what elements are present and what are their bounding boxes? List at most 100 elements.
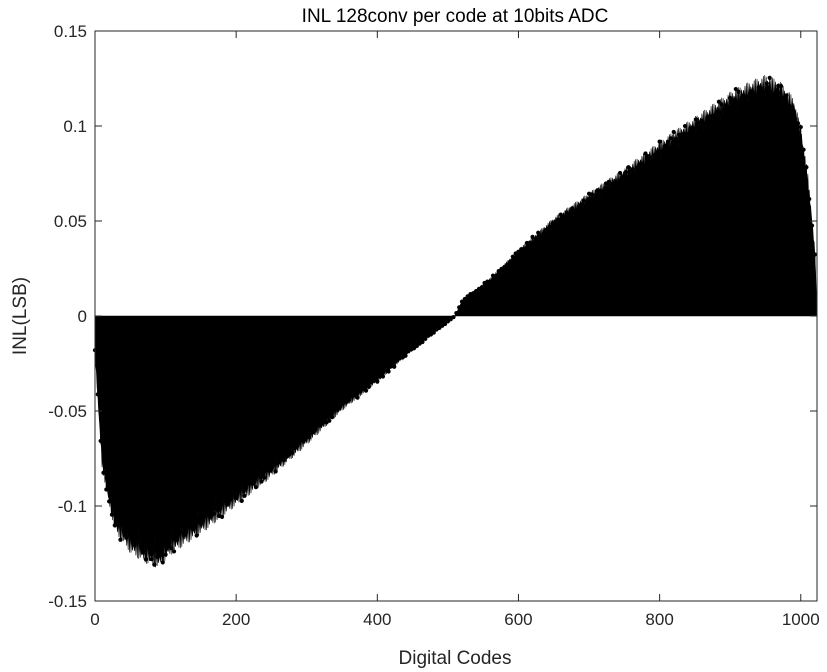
stem-marker	[437, 325, 442, 331]
stem-marker	[592, 198, 597, 203]
stem-marker	[569, 206, 575, 211]
y-tick-label: -0.1	[58, 497, 87, 516]
chart-title: INL 128conv per code at 10bits ADC	[302, 6, 609, 27]
stem-marker	[245, 476, 250, 482]
stem-marker	[767, 75, 772, 80]
stem-marker	[761, 93, 767, 98]
stem-marker	[660, 149, 665, 154]
stem-marker	[530, 234, 535, 239]
stem-marker	[541, 231, 546, 236]
stem-marker	[197, 520, 202, 525]
stem-marker	[516, 249, 521, 254]
y-tick-label: 0	[78, 307, 87, 326]
stem-marker	[730, 98, 736, 103]
stem-marker	[555, 217, 561, 222]
stem-marker	[612, 185, 617, 190]
stem-marker	[386, 369, 391, 374]
stem-marker	[112, 523, 117, 528]
stem-marker	[414, 343, 419, 349]
stem-marker	[538, 235, 544, 240]
stem-marker	[561, 215, 566, 220]
stem-marker	[163, 552, 168, 557]
stem-marker	[812, 252, 817, 257]
stem-marker	[750, 91, 755, 96]
stem-marker	[784, 93, 789, 98]
stem-marker	[527, 240, 532, 245]
stem-marker	[753, 95, 758, 100]
stem-marker	[361, 384, 366, 389]
axis-ticks: 0 200 400 600 800 1000 -0.15 -0.1 -0.05 0 0.05 0.1 0…	[48, 22, 819, 629]
stem-marker	[177, 529, 182, 534]
stem-marker	[522, 246, 527, 251]
stem-marker	[544, 228, 549, 233]
stem-marker	[420, 339, 425, 345]
x-tick-label: 1000	[782, 610, 820, 629]
stem-marker	[276, 459, 281, 464]
stem-marker	[256, 473, 261, 478]
stem-marker	[330, 415, 335, 420]
y-tick-label: -0.15	[48, 592, 87, 611]
stem-marker	[691, 126, 696, 131]
stem-marker	[194, 533, 199, 538]
stem-marker	[564, 210, 569, 215]
stem-marker	[454, 311, 459, 316]
stem-marker	[282, 458, 287, 463]
stem-marker	[366, 384, 371, 389]
stem-marker	[496, 268, 501, 274]
stem-marker	[262, 475, 267, 480]
stem-marker	[228, 497, 233, 502]
stem-marker	[685, 131, 690, 137]
stem-marker	[640, 164, 645, 169]
stem-marker	[349, 394, 354, 399]
stem-marker	[104, 487, 109, 492]
stem-marker	[567, 213, 572, 219]
stem-marker	[507, 259, 513, 265]
stem-marker	[284, 454, 290, 459]
stem-marker	[459, 299, 465, 304]
stem-marker	[160, 560, 165, 565]
stem-marker	[448, 317, 453, 322]
stem-marker	[745, 94, 750, 99]
stem-marker	[533, 237, 538, 242]
stem-marker	[290, 450, 295, 455]
stem-marker	[279, 452, 284, 457]
stem-marker	[716, 99, 721, 104]
stem-marker	[355, 395, 360, 400]
x-tick-label: 200	[222, 610, 250, 629]
stem-marker	[293, 444, 298, 449]
stem-marker	[126, 529, 131, 534]
stem-marker	[536, 230, 541, 235]
stem-marker	[739, 104, 744, 110]
stem-marker	[101, 470, 106, 475]
stem-marker	[451, 315, 456, 320]
stem-marker	[680, 138, 685, 143]
stem-marker	[152, 562, 157, 567]
stem-marker	[431, 330, 436, 335]
stem-marker	[801, 147, 806, 152]
stem-marker	[623, 169, 628, 175]
stem-marker	[773, 97, 778, 102]
stem-marker	[267, 467, 273, 472]
x-tick-label: 800	[645, 610, 673, 629]
stem-marker	[634, 165, 640, 170]
stem-marker	[219, 514, 225, 519]
stem-fill	[94, 75, 818, 568]
stem-marker	[129, 532, 134, 538]
stem-marker	[764, 81, 769, 86]
stem-marker	[682, 123, 688, 129]
stem-marker	[380, 374, 386, 379]
stem-marker	[423, 336, 428, 342]
stem-marker	[733, 86, 738, 92]
stem-marker	[702, 121, 707, 126]
stem-marker	[609, 181, 614, 187]
stem-marker	[617, 170, 623, 176]
stem-marker	[643, 151, 648, 156]
stem-marker	[589, 192, 594, 197]
stem-marker	[598, 188, 603, 193]
stem-marker	[505, 262, 510, 267]
stem-marker	[174, 537, 179, 542]
stem-marker	[547, 224, 552, 229]
stem-marker	[781, 96, 786, 101]
stem-marker	[657, 139, 662, 144]
